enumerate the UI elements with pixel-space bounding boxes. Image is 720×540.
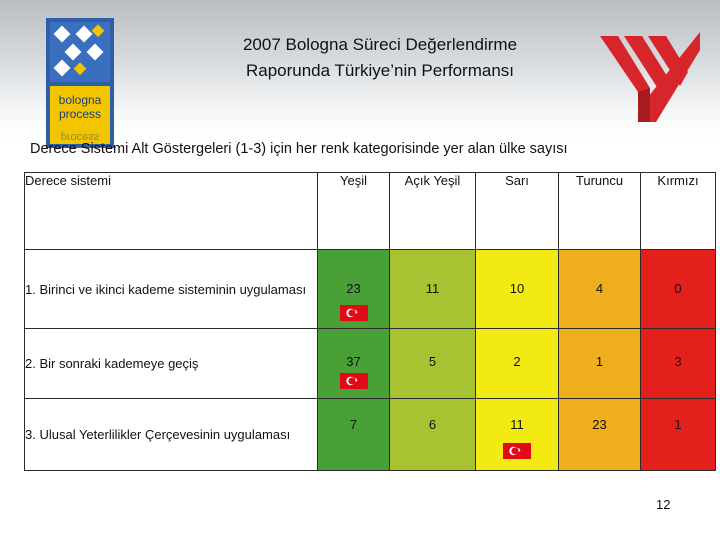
cell-orange: 23: [558, 398, 641, 471]
bologna-logo-text-1: bologna: [59, 93, 102, 107]
cell-green: 23: [317, 249, 390, 329]
table-row: 2. Bir sonraki kademeye geçiş 37 5 2 1 3: [24, 328, 716, 399]
cell-value: 4: [595, 281, 604, 296]
cell-value: 2: [513, 354, 521, 369]
cell-value: 5: [428, 354, 437, 369]
cell-value: 23: [592, 417, 607, 432]
cell-value: 3: [674, 354, 682, 369]
cell-yellow: 10: [475, 249, 559, 329]
row-label: 3. Ulusal Yeterlilikler Çerçevesinin uyg…: [24, 398, 318, 471]
cell-light-green: 6: [389, 398, 476, 471]
cell-value: 23: [346, 281, 361, 296]
slide-title: 2007 Bologna Süreci Değerlendirme Raporu…: [160, 32, 600, 84]
yok-logo: [600, 32, 700, 122]
cell-light-green: 5: [389, 328, 476, 399]
slide-title-line-1: 2007 Bologna Süreci Değerlendirme: [242, 35, 518, 54]
cell-red: 1: [640, 398, 716, 471]
table-header-row: Derece sistemi Yeşil Açık Yeşil Sarı Tur…: [24, 172, 716, 250]
cell-value: 10: [509, 281, 525, 296]
cell-value: 11: [510, 417, 524, 432]
cell-value: 11: [425, 281, 440, 296]
column-header-orange: Turuncu: [558, 172, 641, 250]
cell-value: 1: [674, 417, 682, 432]
column-header-green: Yeşil: [317, 172, 390, 250]
bologna-process-logo: bologna process process: [46, 18, 114, 148]
slide-subtitle: Derece Sistemi Alt Göstergeleri (1-3) iç…: [30, 141, 568, 157]
cell-value: 6: [428, 417, 437, 432]
turkey-flag-icon: [339, 305, 368, 321]
row-label: 2. Bir sonraki kademeye geçiş: [24, 328, 318, 399]
table-row: 1. Birinci ve ikinci kademe sisteminin u…: [24, 249, 716, 329]
turkey-flag-icon: [503, 443, 531, 459]
cell-value: 0: [674, 281, 682, 296]
column-header-yellow: Sarı: [475, 172, 559, 250]
svg-text:process: process: [61, 131, 100, 143]
cell-orange: 4: [558, 249, 641, 329]
cell-value: 37: [346, 354, 361, 369]
cell-yellow: 2: [475, 328, 559, 399]
header-band: [0, 0, 720, 140]
cell-red: 3: [640, 328, 716, 399]
bologna-logo-text-2: process: [59, 107, 101, 121]
slide-title-line-2: Raporunda Türkiye’nin Performansı: [245, 61, 515, 80]
turkey-flag-icon: [339, 373, 368, 389]
cell-value: 7: [349, 417, 358, 432]
cell-light-green: 11: [389, 249, 476, 329]
cell-yellow: 11: [475, 398, 559, 471]
page-number: 12: [656, 497, 671, 512]
row-label: 1. Birinci ve ikinci kademe sisteminin u…: [24, 249, 318, 329]
column-header-degree-system: Derece sistemi: [24, 172, 318, 250]
cell-red: 0: [640, 249, 716, 329]
column-header-light-green: Açık Yeşil: [389, 172, 476, 250]
column-header-red: Kırmızı: [640, 172, 716, 250]
table-row: 3. Ulusal Yeterlilikler Çerçevesinin uyg…: [24, 398, 716, 471]
degree-system-table: Derece sistemi Yeşil Açık Yeşil Sarı Tur…: [24, 172, 716, 471]
cell-orange: 1: [558, 328, 641, 399]
cell-green: 7: [317, 398, 390, 471]
cell-green: 37: [317, 328, 390, 399]
cell-value: 1: [595, 354, 604, 369]
